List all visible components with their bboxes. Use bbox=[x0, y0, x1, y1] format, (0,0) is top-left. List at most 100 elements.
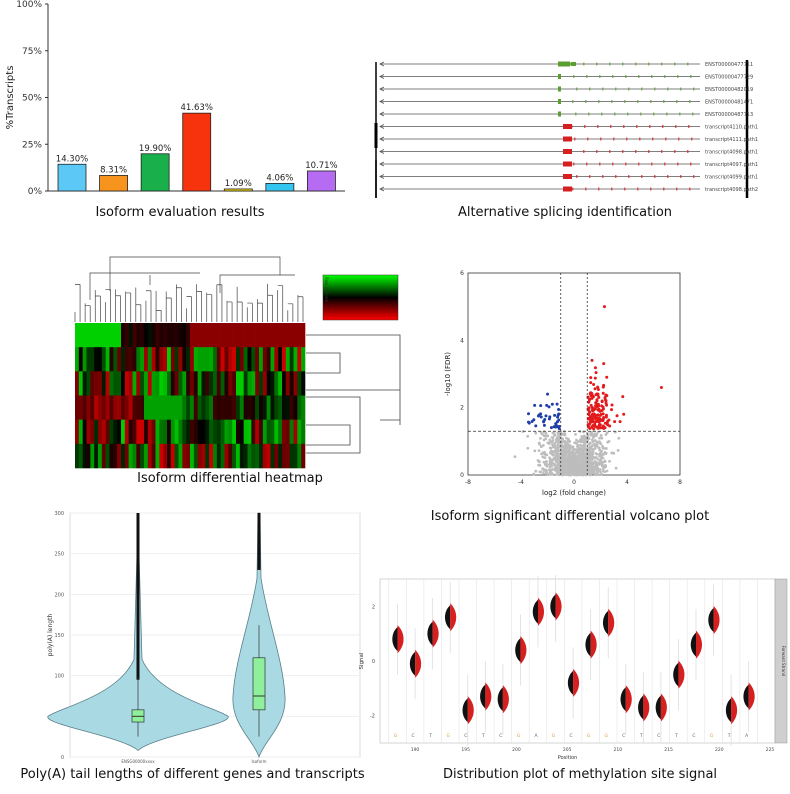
point-ns bbox=[542, 460, 546, 464]
y-tick-label: 100 bbox=[54, 674, 64, 680]
heatmap-cell bbox=[259, 395, 264, 420]
point-down bbox=[555, 420, 559, 424]
base-label: C bbox=[657, 733, 660, 739]
heatmap-cell bbox=[186, 323, 191, 348]
bar bbox=[223, 188, 253, 192]
heatmap-cell bbox=[205, 323, 210, 348]
heatmap-cell bbox=[170, 347, 175, 372]
exon-tick bbox=[636, 125, 638, 128]
point-ns bbox=[580, 435, 584, 438]
heatmap-cell bbox=[136, 323, 141, 348]
point-ns bbox=[592, 433, 596, 437]
exon-tick bbox=[587, 137, 589, 141]
heatmap-cell bbox=[282, 323, 287, 348]
exon-tick bbox=[689, 187, 691, 191]
x-tick-label: 195 bbox=[461, 747, 470, 753]
point-down bbox=[548, 415, 552, 419]
heatmap-cell bbox=[255, 443, 260, 469]
exon-tick bbox=[585, 100, 587, 103]
heatmap-cell bbox=[82, 371, 87, 396]
x-tick-label: ENSG00000xxxx bbox=[121, 759, 155, 764]
heatmap-cell bbox=[117, 371, 122, 396]
column-dendrogram bbox=[74, 256, 304, 322]
exon-tick bbox=[653, 112, 655, 116]
exon-tick bbox=[624, 100, 626, 103]
heatmap-cell bbox=[128, 395, 133, 420]
heatmap-cell bbox=[151, 347, 156, 372]
heatmap-cell bbox=[167, 323, 172, 348]
point-down bbox=[543, 418, 547, 422]
point-up bbox=[589, 381, 593, 385]
heatmap-cell bbox=[201, 419, 206, 445]
y-tick-label: 6 bbox=[460, 270, 464, 277]
heatmap-cell bbox=[259, 323, 264, 348]
y-tick-label: 300 bbox=[54, 511, 64, 517]
point-ns bbox=[539, 445, 543, 448]
exon-tick bbox=[596, 62, 598, 66]
heatmap-cell bbox=[140, 443, 145, 469]
heatmap-cell bbox=[75, 347, 80, 372]
heatmap-cell bbox=[98, 371, 103, 396]
heatmap-cell bbox=[236, 395, 241, 420]
y-tick-label: 25% bbox=[22, 140, 42, 150]
heatmap-cell bbox=[209, 371, 214, 396]
point-ns bbox=[555, 440, 558, 444]
heatmap-cell bbox=[90, 443, 95, 469]
heatmap-cell bbox=[228, 347, 233, 372]
heatmap-cell bbox=[140, 347, 145, 372]
point-up bbox=[591, 417, 595, 421]
y-axis-label: Signal bbox=[359, 652, 365, 669]
heatmap-cell bbox=[259, 419, 264, 445]
point-ns bbox=[604, 451, 608, 455]
heatmap-cell bbox=[132, 443, 137, 469]
signal-violin-right bbox=[678, 660, 685, 689]
signal-violin-left bbox=[444, 605, 451, 630]
point-ns bbox=[578, 440, 582, 443]
point-ns bbox=[589, 470, 593, 473]
point-up bbox=[591, 412, 595, 416]
point-ns bbox=[557, 441, 561, 445]
heatmap-cell bbox=[213, 419, 218, 445]
heatmap-cell bbox=[94, 323, 99, 348]
heatmap-cell bbox=[75, 323, 80, 348]
heatmap-cell bbox=[197, 347, 202, 372]
heatmap-cell bbox=[90, 419, 95, 445]
exon-tick bbox=[586, 162, 588, 166]
point-ns bbox=[550, 464, 554, 468]
point-ns bbox=[577, 449, 581, 453]
point-ns bbox=[573, 467, 576, 471]
heatmap-cell bbox=[144, 443, 149, 469]
heatmap-cell bbox=[220, 395, 225, 420]
point-ns bbox=[554, 464, 558, 468]
signal-violin-left bbox=[585, 632, 591, 657]
heatmap-cell bbox=[278, 323, 283, 348]
point-ns bbox=[577, 458, 580, 462]
heatmap-cell bbox=[101, 371, 106, 396]
exon-tick bbox=[611, 100, 613, 103]
point-up bbox=[594, 413, 598, 417]
signal-violin-right bbox=[713, 606, 720, 634]
exon-tick bbox=[626, 137, 628, 141]
point-ns bbox=[536, 459, 540, 462]
point-up bbox=[590, 405, 594, 409]
signal-violin-right bbox=[467, 696, 474, 725]
row-dendrogram bbox=[306, 334, 401, 454]
point-ns bbox=[575, 438, 578, 442]
heatmap-cell bbox=[167, 443, 172, 469]
track-label: ENST00000477711 bbox=[705, 62, 753, 68]
heatmap-cell bbox=[243, 347, 248, 372]
point-down bbox=[557, 407, 561, 411]
point-ns bbox=[526, 434, 530, 438]
x-tick-label: 8 bbox=[678, 479, 682, 486]
point-ns bbox=[573, 454, 577, 458]
point-ns bbox=[548, 462, 552, 466]
heatmap-cell bbox=[274, 347, 279, 372]
point-up bbox=[659, 385, 663, 389]
heatmap-cell bbox=[224, 323, 229, 348]
x-tick-label: 220 bbox=[715, 747, 724, 753]
point-ns bbox=[554, 451, 558, 455]
heatmap-cell bbox=[205, 419, 210, 445]
heatmap-cell bbox=[289, 395, 294, 420]
point-ns bbox=[604, 465, 608, 468]
heatmap-cell bbox=[270, 347, 275, 372]
